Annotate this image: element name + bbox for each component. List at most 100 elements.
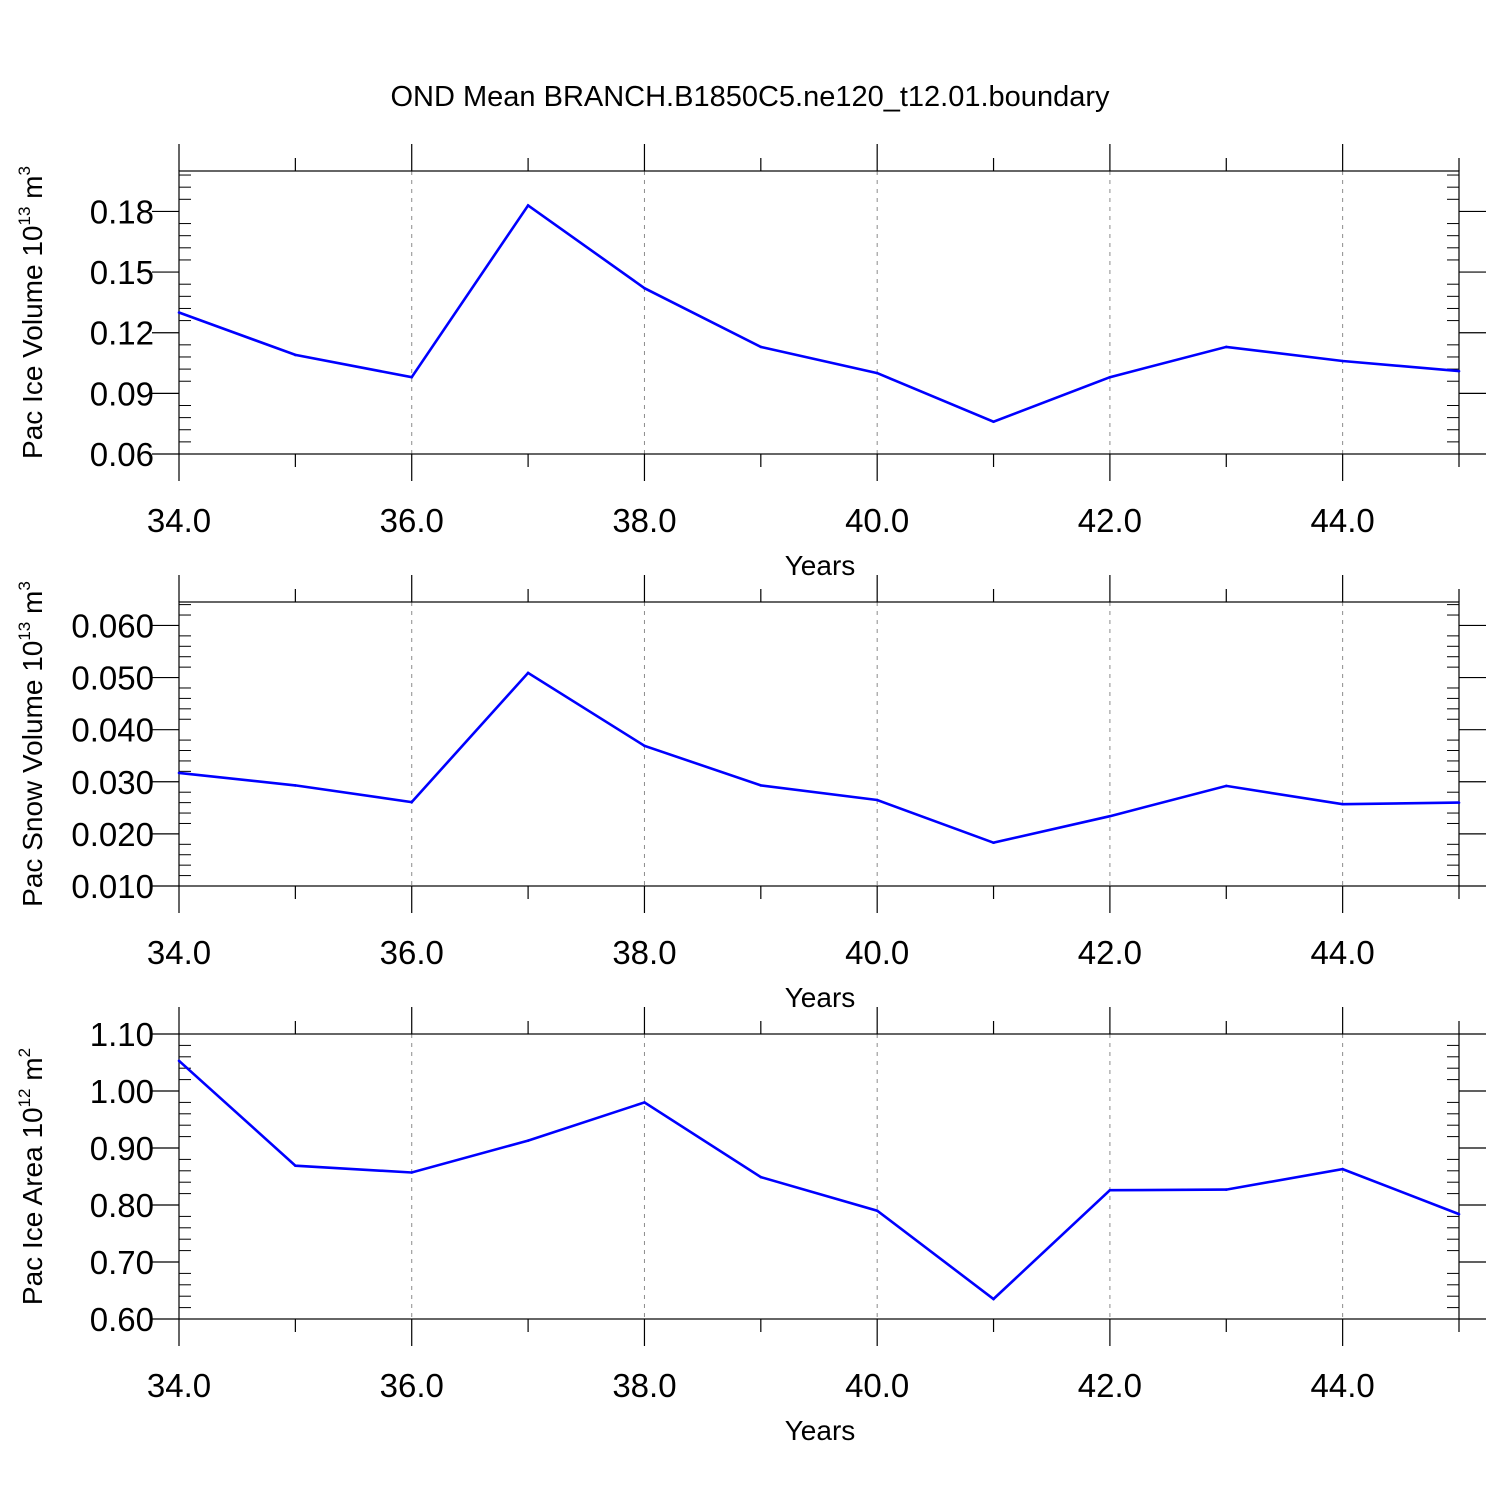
x-axis-label: Years (785, 1415, 856, 1446)
series-line (178, 1059, 1460, 1301)
data-point (1108, 1188, 1112, 1192)
y-axis-label-exponent: 13 (15, 622, 34, 641)
plot-frame (178, 1033, 1460, 1320)
y-axis-label-unit-exponent: 3 (15, 166, 34, 175)
x-tick-label: 34.0 (147, 502, 211, 539)
data-point (177, 771, 181, 775)
y-axis-label-unit: m (17, 591, 48, 622)
y-tick-label: 1.00 (90, 1073, 154, 1110)
x-tick-label: 44.0 (1311, 934, 1375, 971)
y-tick-label: 0.60 (90, 1301, 154, 1338)
y-tick-label: 0.050 (71, 660, 154, 697)
data-point (410, 800, 414, 804)
data-point (1108, 375, 1112, 379)
data-point (294, 784, 297, 787)
x-tick-label: 40.0 (845, 502, 909, 539)
series-line (178, 671, 1460, 845)
y-tick-label: 0.09 (90, 375, 154, 412)
data-point (992, 841, 995, 845)
data-point (410, 375, 414, 379)
y-tick-label: 0.18 (90, 193, 154, 230)
data-point (1341, 1167, 1344, 1171)
x-tick-label: 42.0 (1078, 1367, 1142, 1404)
y-tick-label: 0.90 (90, 1130, 154, 1167)
x-tick-label: 36.0 (380, 1367, 444, 1404)
data-point (1457, 1212, 1461, 1216)
x-tick-label: 44.0 (1311, 1367, 1375, 1404)
data-point (526, 1139, 530, 1142)
data-point (759, 1175, 763, 1179)
x-tick-label: 38.0 (612, 1367, 676, 1404)
data-point (1341, 802, 1344, 806)
data-point (643, 744, 646, 748)
y-tick-label: 0.06 (90, 436, 154, 473)
plot-frame (178, 601, 1460, 887)
data-point (643, 286, 646, 290)
data-point (875, 798, 879, 802)
x-tick-label: 42.0 (1078, 502, 1142, 539)
data-point (992, 420, 995, 423)
y-tick-label: 0.80 (90, 1187, 154, 1224)
x-tick-label: 34.0 (147, 1367, 211, 1404)
data-point (526, 204, 530, 207)
y-tick-label: 0.15 (90, 254, 154, 291)
data-point (1457, 369, 1461, 373)
y-axis-label-exponent: 13 (15, 207, 34, 226)
y-tick-label: 0.70 (90, 1244, 154, 1281)
y-tick-label: 0.060 (71, 607, 154, 644)
data-point (1224, 1188, 1228, 1191)
x-tick-label: 36.0 (380, 934, 444, 971)
y-tick-label: 0.020 (71, 816, 154, 853)
y-axis-label-unit-exponent: 2 (15, 1048, 34, 1057)
y-axis-label-unit: m (17, 1057, 48, 1088)
y-axis-label-exponent: 12 (15, 1088, 34, 1107)
y-axis-label: Pac Snow Volume 1013 m3 (15, 581, 48, 907)
y-axis-label-unit-exponent: 3 (15, 581, 34, 590)
y-tick-label: 1.10 (90, 1016, 154, 1053)
x-tick-label: 36.0 (380, 502, 444, 539)
data-point (643, 1101, 646, 1104)
data-point (875, 1209, 879, 1212)
series-line (178, 203, 1460, 424)
figure-title: OND Mean BRANCH.B1850C5.ne120_t12.01.bou… (391, 81, 1110, 113)
data-point (759, 784, 763, 787)
data-point (1457, 801, 1461, 804)
x-tick-label: 38.0 (612, 934, 676, 971)
x-tick-label: 44.0 (1311, 502, 1375, 539)
y-tick-label: 0.040 (71, 712, 154, 749)
data-point (177, 1059, 181, 1063)
data-point (1224, 345, 1228, 349)
data-point (294, 1164, 297, 1167)
y-axis-label: Pac Ice Volume 1013 m3 (15, 166, 48, 459)
data-point (410, 1171, 414, 1174)
data-point (1224, 784, 1228, 788)
chart-panel-1: 0.06 0.09 0.12 0.15 0.18 34.0 36.0 38.0 40.0 42.0… (15, 144, 1486, 581)
y-tick-label: 0.12 (90, 315, 154, 352)
chart-panel-3: 0.60 0.70 0.80 0.90 1.00 1.10 34.0 36.0 38.0 40.0… (15, 1007, 1486, 1446)
y-tick-label: 0.030 (71, 764, 154, 801)
x-tick-label: 40.0 (845, 934, 909, 971)
y-axis-label-text: Pac Snow Volume 10 (17, 641, 48, 907)
chart-panels: 0.06 0.09 0.12 0.15 0.18 34.0 36.0 38.0 40.0 42.0… (15, 144, 1486, 1446)
y-axis-label-text: Pac Ice Area 10 (17, 1107, 48, 1305)
y-axis-label-text: Pac Ice Volume 10 (17, 226, 48, 459)
chart-panel-2: 0.010 0.020 0.030 0.040 0.050 0.060 34.0 36.0 38… (15, 575, 1486, 1013)
y-tick-label: 0.010 (71, 868, 154, 905)
data-point (875, 371, 879, 375)
data-point (759, 345, 763, 349)
plot-frame (178, 170, 1460, 455)
x-axis-label: Years (785, 982, 856, 1013)
data-point (1108, 814, 1112, 818)
data-point (526, 671, 530, 675)
x-tick-label: 34.0 (147, 934, 211, 971)
x-tick-label: 40.0 (845, 1367, 909, 1404)
x-axis-label: Years (785, 550, 856, 581)
y-axis-label: Pac Ice Area 1012 m2 (15, 1048, 48, 1305)
data-point (294, 353, 297, 357)
y-axis-label-unit: m (17, 175, 48, 206)
x-tick-label: 38.0 (612, 502, 676, 539)
data-point (1341, 359, 1344, 363)
x-tick-label: 42.0 (1078, 934, 1142, 971)
data-point (992, 1297, 995, 1301)
